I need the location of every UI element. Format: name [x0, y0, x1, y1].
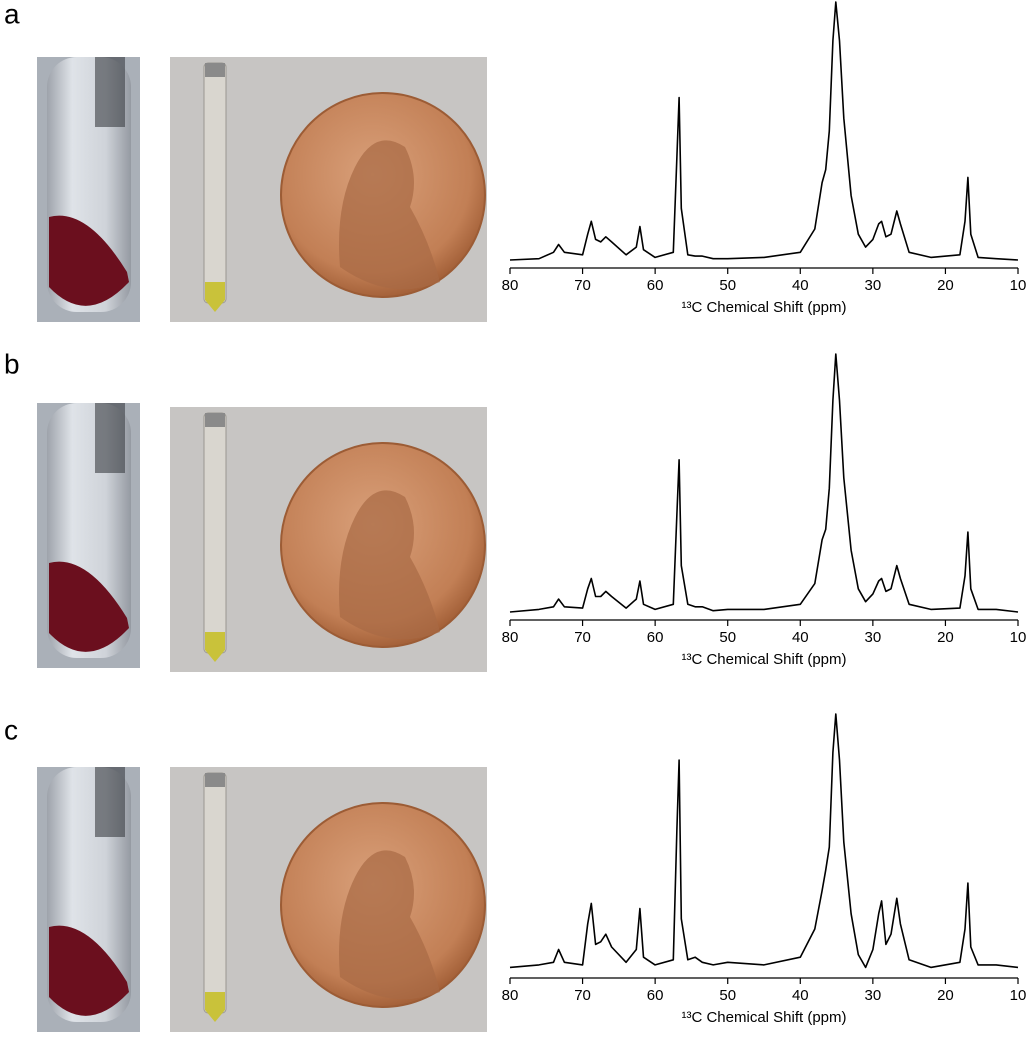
photo-tube	[37, 57, 140, 322]
x-axis-label: ¹³C Chemical Shift (ppm)	[681, 1009, 846, 1026]
x-tick-label: 30	[865, 277, 882, 294]
panel-label: c	[4, 714, 18, 745]
spectrum	[509, 713, 1019, 969]
x-tick-label: 60	[647, 629, 664, 646]
x-tick-label: 20	[937, 629, 954, 646]
x-tick-label: 10	[1010, 987, 1027, 1004]
x-tick-label: 70	[574, 277, 591, 294]
x-tick-label: 70	[574, 987, 591, 1004]
spectrum	[509, 1, 1019, 261]
x-tick-label: 50	[719, 987, 736, 1004]
photo-tube	[37, 767, 140, 1032]
panel-label: a	[4, 0, 20, 29]
photo-tube	[37, 403, 140, 668]
photo-rotor	[169, 56, 488, 323]
x-tick-label: 60	[647, 277, 664, 294]
x-tick-label: 40	[792, 277, 809, 294]
x-tick-label: 50	[719, 629, 736, 646]
photo-rotor	[169, 766, 488, 1033]
photo-rotor	[169, 406, 488, 673]
panel-label: b	[4, 348, 20, 379]
x-axis-label: ¹³C Chemical Shift (ppm)	[681, 299, 846, 316]
x-tick-label: 40	[792, 629, 809, 646]
x-tick-label: 30	[865, 987, 882, 1004]
x-axis-label: ¹³C Chemical Shift (ppm)	[681, 651, 846, 668]
x-tick-label: 10	[1010, 629, 1027, 646]
x-tick-label: 80	[502, 629, 519, 646]
x-tick-label: 20	[937, 987, 954, 1004]
spectrum	[509, 353, 1019, 613]
x-tick-label: 40	[792, 987, 809, 1004]
x-tick-label: 80	[502, 277, 519, 294]
x-tick-label: 20	[937, 277, 954, 294]
x-tick-label: 70	[574, 629, 591, 646]
photos	[37, 56, 488, 1033]
x-tick-label: 50	[719, 277, 736, 294]
x-tick-label: 80	[502, 987, 519, 1004]
x-tick-label: 60	[647, 987, 664, 1004]
x-tick-label: 30	[865, 629, 882, 646]
x-tick-label: 10	[1010, 277, 1027, 294]
